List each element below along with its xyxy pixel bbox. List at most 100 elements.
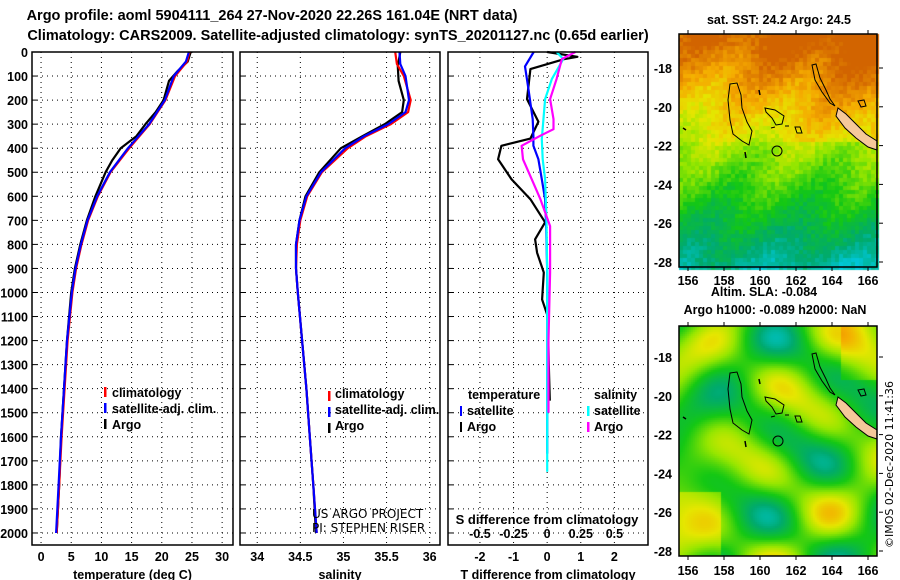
sla-map-frame — [678, 325, 878, 557]
depth-tick-label: 1900 — [0, 503, 28, 517]
lon-tick-label: 164 — [822, 274, 843, 288]
depth-tick-label: 1200 — [0, 335, 28, 349]
depth-tick-label: 1000 — [0, 286, 28, 300]
legend-swatch-t-argo — [460, 422, 462, 432]
legend-label: satellite — [467, 404, 514, 418]
depth-tick-label: 0 — [21, 46, 28, 60]
s-difference-axis-label: S difference from climatology — [456, 512, 640, 527]
panel-frame — [239, 51, 441, 546]
legend-swatch-climatology — [104, 387, 107, 397]
x-tick-label: -1 — [508, 550, 519, 564]
x-tick-label: 34.5 — [288, 550, 312, 564]
profile-panel-salinity: 34 34.5 35 35.5 36 salinity — [239, 51, 441, 580]
title-line-2: Climatology: CARS2009. Satellite-adjuste… — [27, 28, 648, 44]
x-tick-label: 34 — [250, 550, 264, 564]
sst-map-title: sat. SST: 24.2 Argo: 24.5 — [707, 13, 851, 27]
series-line-satellite-adj-clim- — [294, 52, 411, 534]
lon-tick-label: 158 — [714, 564, 735, 578]
series-line-t-argo — [497, 50, 579, 401]
argo-float-location-marker — [772, 435, 784, 447]
x-tick-label: 35.5 — [374, 550, 398, 564]
s-tick-label: 0.25 — [569, 527, 593, 541]
project-credit: US ARGO PROJECT — [312, 507, 424, 521]
lon-tick-label: 164 — [822, 564, 843, 578]
lat-tick-label: -18 — [654, 351, 672, 365]
x-tick-label: 35 — [336, 550, 350, 564]
lon-tick-label: 166 — [858, 564, 879, 578]
sst-map: sat. SST: 24.2 Argo: 24.5 156 158 160 162 16… — [654, 13, 883, 288]
lat-tick-label: -28 — [654, 256, 672, 270]
depth-tick-label: 200 — [7, 94, 28, 108]
coastline-overlay — [682, 352, 878, 448]
depth-tick-label: 1400 — [0, 383, 28, 397]
legend-swatch-satellite — [104, 403, 107, 413]
x-tick-label: 36 — [423, 550, 437, 564]
s-tick-label: 0.5 — [606, 527, 623, 541]
legend-swatch-argo — [104, 419, 107, 429]
legend-label: climatology — [335, 387, 405, 401]
imos-timestamp: ©IMOS 02-Dec-2020 11:41:36 — [883, 381, 896, 548]
panel-frame — [447, 51, 649, 546]
series-group — [294, 52, 412, 534]
legend-label: Argo — [467, 420, 497, 434]
depth-tick-label: 800 — [7, 238, 28, 252]
legend-label: Argo — [335, 419, 365, 433]
legend-swatch-climatology — [328, 391, 331, 401]
s-tick-label: 0 — [544, 527, 551, 541]
s-tick-label: -0.25 — [499, 527, 528, 541]
lat-tick-label: -28 — [654, 545, 672, 559]
sla-map-subtitle: Argo h1000: -0.089 h2000: NaN — [684, 303, 867, 317]
salinity-legend: climatology satellite-adj. clim. Argo US… — [312, 387, 439, 535]
x-tick-label: -2 — [474, 550, 485, 564]
x-axis-label: temperature (deg C) — [73, 568, 192, 580]
x-tick-label: 0 — [544, 550, 551, 564]
depth-tick-label: 1300 — [0, 359, 28, 373]
lat-tick-label: -26 — [654, 217, 672, 231]
lon-tick-label: 160 — [750, 564, 771, 578]
depth-tick-label: 100 — [7, 70, 28, 84]
lat-tick-label: -26 — [654, 506, 672, 520]
depth-tick-label: 300 — [7, 118, 28, 132]
difference-legend: temperature salinity satellite Argo sate… — [456, 388, 641, 527]
series-line-climatology — [294, 52, 412, 534]
legend-label: satellite-adj. clim. — [112, 402, 216, 416]
x-tick-label: 15 — [125, 550, 139, 564]
lat-tick-label: -20 — [654, 101, 672, 115]
title-line-1: Argo profile: aoml 5904111_264 27-Nov-20… — [27, 8, 518, 24]
x-tick-label: 20 — [155, 550, 169, 564]
depth-tick-label: 1800 — [0, 479, 28, 493]
lon-tick-label: 156 — [678, 564, 699, 578]
legend-swatch-s-satellite — [587, 406, 590, 416]
legend-label: satellite-adj. clim. — [335, 403, 439, 417]
series-group — [497, 50, 579, 472]
depth-tick-label: 2000 — [0, 527, 28, 541]
x-tick-label: 25 — [185, 550, 199, 564]
sst-map-frame — [678, 33, 878, 268]
lon-tick-label: 166 — [858, 274, 879, 288]
lat-tick-label: -24 — [654, 467, 672, 481]
lon-tick-label: 162 — [786, 274, 807, 288]
x-tick-label: 0 — [38, 550, 45, 564]
depth-tick-label: 900 — [7, 262, 28, 276]
x-tick-label: 30 — [215, 550, 229, 564]
series-line-satellite-adj-clim- — [55, 52, 190, 534]
lon-tick-label: 160 — [750, 274, 771, 288]
legend-label: climatology — [112, 386, 182, 400]
series-line-argo — [55, 52, 192, 534]
depth-tick-label: 700 — [7, 214, 28, 228]
x-tick-label: 5 — [68, 550, 75, 564]
lat-tick-label: -18 — [654, 62, 672, 76]
legend-swatch-t-satellite — [460, 406, 462, 416]
lat-tick-label: -22 — [654, 140, 672, 154]
legend-label: Argo — [112, 418, 142, 432]
coastline-overlay — [682, 63, 878, 159]
profile-panel-temperature: 0 5 10 15 20 25 30 temperature (deg C) — [31, 51, 234, 580]
sla-map: Altim. SLA: -0.084 Argo h1000: -0.089 h2… — [654, 285, 883, 578]
depth-tick-label: 1500 — [0, 407, 28, 421]
depth-tick-label: 1600 — [0, 431, 28, 445]
sla-map-title: Altim. SLA: -0.084 — [711, 285, 817, 299]
pi-credit: PI: STEPHEN RISER — [312, 521, 425, 535]
depth-tick-label: 1100 — [1, 311, 28, 325]
